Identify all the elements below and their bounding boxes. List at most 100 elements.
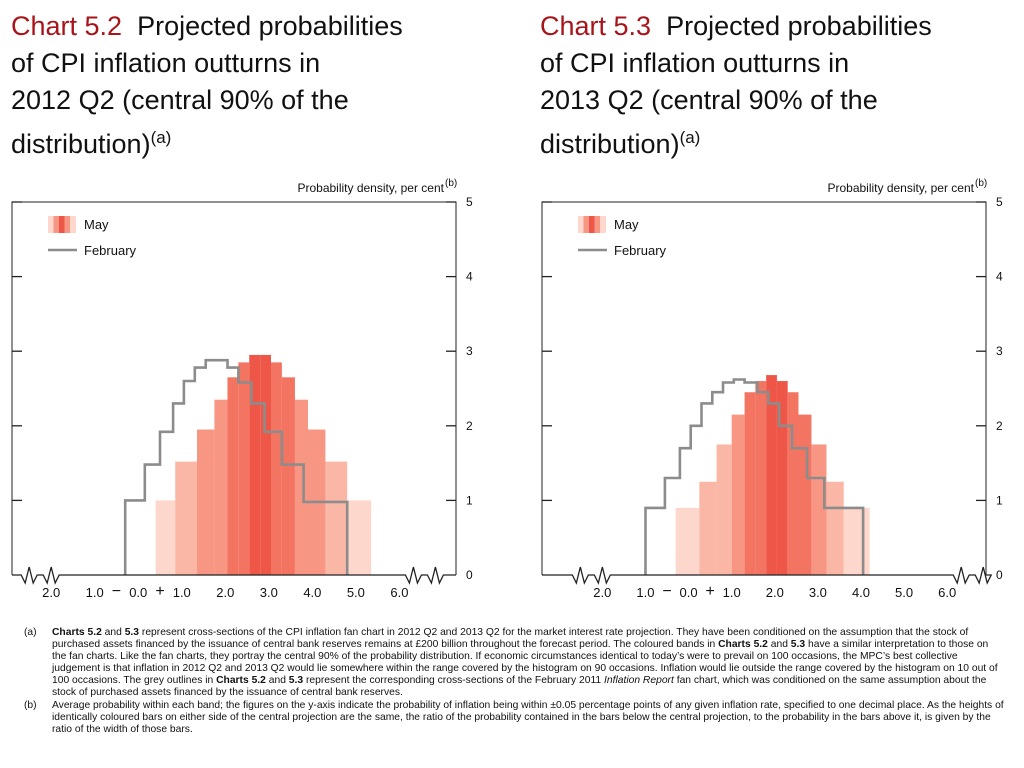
may-bar bbox=[744, 392, 756, 575]
may-bar bbox=[798, 414, 812, 575]
footnote-run: Charts 5.2 bbox=[718, 639, 768, 651]
x-tick-label: 3.0 bbox=[260, 585, 278, 600]
y-tick-label: 1 bbox=[996, 493, 1003, 507]
title-line: of CPI inflation outturns in bbox=[11, 48, 321, 78]
may-bar bbox=[811, 444, 827, 575]
legend-february-label: February bbox=[614, 243, 667, 258]
x-tick-label: 6.0 bbox=[390, 585, 408, 600]
y-tick-label: 2 bbox=[466, 419, 473, 433]
x-tick-label: 2.0 bbox=[593, 585, 611, 600]
legend-may-swatch bbox=[64, 216, 71, 233]
may-bar bbox=[271, 362, 282, 575]
y-axis-title-note: (b) bbox=[975, 178, 987, 189]
x-tick-label: 5.0 bbox=[347, 585, 365, 600]
x-axis-line bbox=[542, 566, 993, 585]
footnote-text: Average probability within each band; th… bbox=[52, 700, 1004, 736]
may-bar bbox=[766, 375, 777, 575]
footnote-run: and bbox=[265, 675, 289, 687]
x-axis-line bbox=[12, 566, 456, 585]
legend-may-swatch bbox=[594, 216, 601, 233]
may-bar bbox=[325, 461, 348, 575]
may-bar bbox=[699, 481, 717, 575]
legend-may-swatch bbox=[70, 216, 76, 233]
title-line: 2012 Q2 (central 90% of the bbox=[11, 85, 349, 115]
may-bar bbox=[347, 500, 372, 575]
footnote-run: Inflation Report bbox=[604, 675, 674, 687]
x-tick-label: 3.0 bbox=[809, 585, 827, 600]
chart-title-left: Chart 5.2 Projected probabilities of CPI… bbox=[11, 8, 491, 163]
footnote-run: Charts 5.2 bbox=[52, 627, 102, 638]
legend-may-swatch bbox=[578, 216, 584, 233]
minus-sign: − bbox=[662, 583, 671, 600]
footnote-run: and bbox=[767, 639, 791, 651]
x-tick-label: 2.0 bbox=[216, 585, 234, 600]
y-axis-title-note: (b) bbox=[445, 178, 457, 189]
y-tick-label: 4 bbox=[996, 270, 1003, 284]
legend-may-label: May bbox=[614, 217, 639, 232]
chart-number: Chart 5.3 bbox=[540, 11, 652, 41]
legend-may-swatch bbox=[589, 216, 595, 233]
may-bar bbox=[294, 399, 308, 575]
footnotes: (a) Charts 5.2 and 5.3 represent cross-s… bbox=[24, 627, 1004, 736]
y-tick-label: 4 bbox=[466, 270, 473, 284]
may-bar bbox=[787, 392, 799, 575]
footnote-label: (b) bbox=[24, 699, 37, 711]
may-bar bbox=[826, 481, 844, 575]
footnote-label: (a) bbox=[24, 627, 37, 638]
may-bar bbox=[675, 507, 700, 575]
legend-may-swatch bbox=[48, 216, 54, 233]
title-note: (a) bbox=[679, 128, 701, 147]
footnote-run: 5.3 bbox=[124, 627, 140, 638]
may-bar bbox=[776, 381, 788, 575]
x-tick-label: 2.0 bbox=[42, 585, 60, 600]
x-tick-label: 6.0 bbox=[938, 585, 956, 600]
title-line: distribution) bbox=[11, 129, 151, 159]
chart-title-right: Chart 5.3 Projected probabilities of CPI… bbox=[540, 8, 1010, 163]
may-bar bbox=[155, 500, 176, 575]
y-tick-label: 5 bbox=[996, 195, 1003, 209]
february-outline bbox=[123, 358, 349, 575]
y-tick-label: 3 bbox=[996, 344, 1003, 358]
y-axis-title: Probability density, per cent bbox=[297, 181, 444, 195]
y-tick-label: 1 bbox=[466, 493, 473, 507]
histogram-chart-5-2: 0 1 2 3 4 5 Probability density, per cent (b) 2.… bbox=[11, 178, 473, 600]
legend-may-swatch bbox=[583, 216, 590, 233]
footnote-run: fan chart, which was conditioned on the … bbox=[52, 675, 987, 699]
x-tick-label: 1.0 bbox=[173, 585, 191, 600]
footnote-run: represent cross-sections of the CPI infl… bbox=[52, 627, 969, 651]
y-tick-label: 0 bbox=[466, 568, 473, 582]
x-tick-label: 1.0 bbox=[723, 585, 741, 600]
may-bar bbox=[281, 377, 295, 575]
plus-sign: + bbox=[705, 583, 714, 600]
x-tick-label: 4.0 bbox=[852, 585, 870, 600]
footnote-run: and bbox=[101, 627, 125, 638]
plus-sign: + bbox=[155, 583, 164, 600]
title-line: Projected probabilities bbox=[666, 11, 932, 41]
footnote-a: (a) Charts 5.2 and 5.3 represent cross-s… bbox=[24, 627, 1004, 700]
may-bar bbox=[238, 362, 250, 575]
y-tick-label: 3 bbox=[466, 344, 473, 358]
may-bar bbox=[716, 444, 732, 575]
footnote-run: have a similar interpretation to those o… bbox=[52, 639, 998, 687]
footnote-run: Average probability within each band; th… bbox=[52, 699, 1004, 735]
may-bar bbox=[249, 354, 261, 575]
may-bar bbox=[260, 354, 271, 575]
footnote-b: (b) Average probability within each band… bbox=[24, 700, 1004, 736]
footnote-run: Charts 5.2 bbox=[216, 675, 266, 687]
x-tick-label: 5.0 bbox=[895, 585, 913, 600]
legend-may-swatch bbox=[600, 216, 606, 233]
legend-february-label: February bbox=[84, 243, 137, 258]
may-bar bbox=[731, 414, 745, 575]
x-tick-label: 1.0 bbox=[636, 585, 654, 600]
may-bar bbox=[843, 507, 870, 575]
histogram-chart-5-3: 0 1 2 3 4 5 Probability density, per cent (b) 2.… bbox=[541, 178, 1003, 600]
title-note: (a) bbox=[150, 128, 172, 147]
x-tick-label: 4.0 bbox=[303, 585, 321, 600]
may-bar bbox=[197, 429, 215, 575]
footnote-run: 5.3 bbox=[288, 675, 304, 687]
legend-may-swatch bbox=[59, 216, 65, 233]
y-tick-label: 2 bbox=[996, 419, 1003, 433]
legend-may-label: May bbox=[84, 217, 109, 232]
may-bar bbox=[755, 381, 767, 575]
footnote-run: represent the corresponding cross-sectio… bbox=[303, 675, 604, 687]
